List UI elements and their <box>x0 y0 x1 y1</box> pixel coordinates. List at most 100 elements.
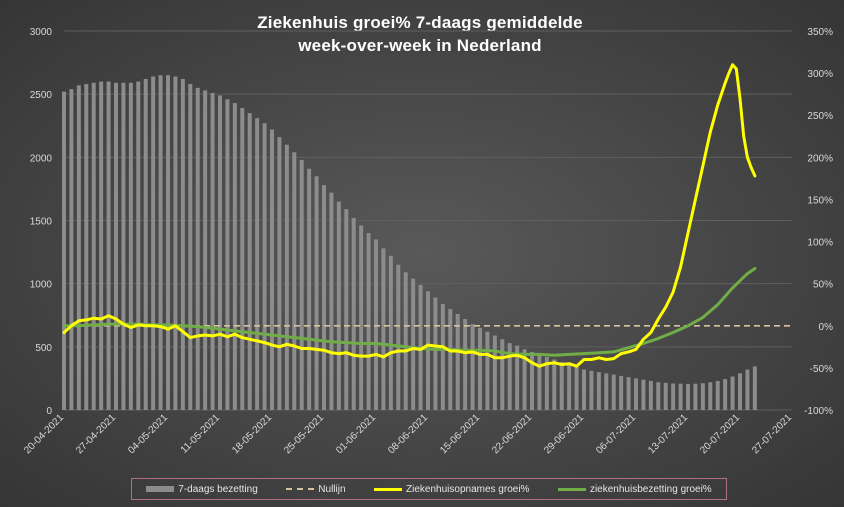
y-right-tick-label: 300% <box>807 69 833 80</box>
bar-bezetting <box>180 79 185 411</box>
legend-label-opnames: Ziekenhuisopnames groei% <box>406 483 530 495</box>
bar-bezetting <box>411 278 416 410</box>
y-left-tick-label: 2000 <box>30 153 53 164</box>
x-tick-label: 18-05-2021 <box>230 412 274 456</box>
bar-bezetting <box>693 383 698 410</box>
bar-bezetting <box>277 137 282 410</box>
y-left-tick-label: 0 <box>46 406 52 417</box>
bar-bezetting <box>634 378 638 410</box>
bar-bezetting <box>619 375 624 410</box>
bar-bezetting <box>114 82 118 411</box>
legend-swatch-green <box>557 487 586 491</box>
chart-title-line-2: week-over-week in Nederland <box>298 36 542 55</box>
bar-bezetting <box>559 361 564 410</box>
y-left-tick-label: 1500 <box>30 217 53 228</box>
chart-title-line-1: Ziekenhuis groei% 7-daags gemiddelde <box>257 13 583 32</box>
bar-bezetting <box>537 354 542 410</box>
bar-bezetting <box>426 291 430 410</box>
legend-swatch-yellow <box>374 487 403 491</box>
bar-bezetting <box>336 201 341 410</box>
bar-bezetting <box>485 331 490 410</box>
bar-bezetting <box>500 339 505 410</box>
legend-item-nullijn: Nullijn <box>286 483 346 495</box>
legend-swatch-dashed <box>286 488 315 490</box>
bar-bezetting <box>433 297 438 410</box>
bar-bezetting <box>173 76 178 410</box>
bar-bezetting <box>455 313 460 410</box>
y-right-tick-label: 0% <box>819 322 834 333</box>
y-right-tick-label: 150% <box>807 195 833 206</box>
bar-bezetting <box>589 370 594 410</box>
bar-bezetting <box>686 383 690 410</box>
bar-bezetting <box>255 118 260 411</box>
bar-bezetting <box>106 81 111 411</box>
y-right-tick-label: -100% <box>804 406 833 417</box>
bar-bezetting <box>730 376 735 410</box>
y-right-tick-label: 50% <box>813 280 833 291</box>
bar-bezetting <box>463 319 468 410</box>
bar-bezetting <box>388 255 393 410</box>
y-left-tick-label: 2500 <box>30 90 53 101</box>
bar-bezetting <box>738 373 742 410</box>
y-left-tick-label: 3000 <box>30 27 53 38</box>
bar-bezetting <box>745 369 750 410</box>
x-tick-label: 20-07-2021 <box>698 412 742 456</box>
bar-bezetting <box>240 108 245 411</box>
bar-bezetting <box>582 369 586 410</box>
bar-bezetting <box>700 383 705 410</box>
legend-label-nullijn: Nullijn <box>318 483 346 495</box>
bar-bezetting <box>188 84 193 410</box>
bar-bezetting <box>314 176 319 410</box>
bar-bezetting <box>195 87 200 410</box>
bar-bezetting <box>656 382 661 410</box>
bar-bezetting <box>143 79 148 411</box>
bar-bezetting <box>596 372 601 410</box>
bar-bezetting <box>552 359 557 410</box>
bar-bezetting <box>84 84 89 410</box>
bar-bezetting <box>678 383 683 410</box>
x-tick-label: 15-06-2021 <box>438 412 482 456</box>
y-right-tick-label: 350% <box>807 27 833 38</box>
bar-bezetting <box>641 379 646 410</box>
bar-bezetting <box>91 82 96 411</box>
bar-bezetting <box>225 99 230 410</box>
legend-label-bezetting: 7-daags bezetting <box>178 483 258 495</box>
legend-item-opnames: Ziekenhuisopnames groei% <box>374 484 529 495</box>
bar-bezetting <box>567 364 572 410</box>
bar-bezetting <box>626 377 631 410</box>
y-right-tick-label: 100% <box>807 238 833 249</box>
bar-bezetting <box>381 248 386 410</box>
bar-bezetting <box>396 264 401 410</box>
x-tick-label: 20-04-2021 <box>22 412 66 456</box>
x-tick-label: 27-04-2021 <box>74 412 118 456</box>
bar-bezetting <box>284 144 289 410</box>
bar-bezetting <box>121 82 126 411</box>
bar-bezetting <box>292 152 297 410</box>
bar-bezetting <box>604 373 609 410</box>
bar-bezetting <box>366 233 371 410</box>
bar-bezetting <box>151 76 156 410</box>
y-left-tick-label: 500 <box>35 343 52 354</box>
bar-bezetting <box>752 366 757 410</box>
bar-bezetting <box>515 345 520 410</box>
y-right-tick-label: 250% <box>807 111 833 122</box>
bar-bezetting <box>359 225 364 410</box>
bar-bezetting <box>374 239 378 410</box>
y-right-tick-label: 200% <box>807 153 833 164</box>
line-ziekenhuisopnames-groei <box>62 63 757 368</box>
x-tick-label: 25-05-2021 <box>282 412 326 456</box>
bar-bezetting <box>470 324 475 410</box>
bar-bezetting <box>344 209 349 410</box>
bar-bezetting <box>166 75 170 410</box>
bar-bezetting <box>99 81 104 411</box>
bar-bezetting <box>203 90 208 411</box>
bar-bezetting <box>69 89 74 410</box>
bar-bezetting <box>218 95 222 411</box>
bar-bezetting <box>574 367 579 410</box>
bar-bezetting <box>136 81 141 411</box>
x-tick-label: 29-06-2021 <box>542 412 586 456</box>
y-right-tick-label: -50% <box>810 364 833 375</box>
bar-bezetting <box>715 380 720 410</box>
